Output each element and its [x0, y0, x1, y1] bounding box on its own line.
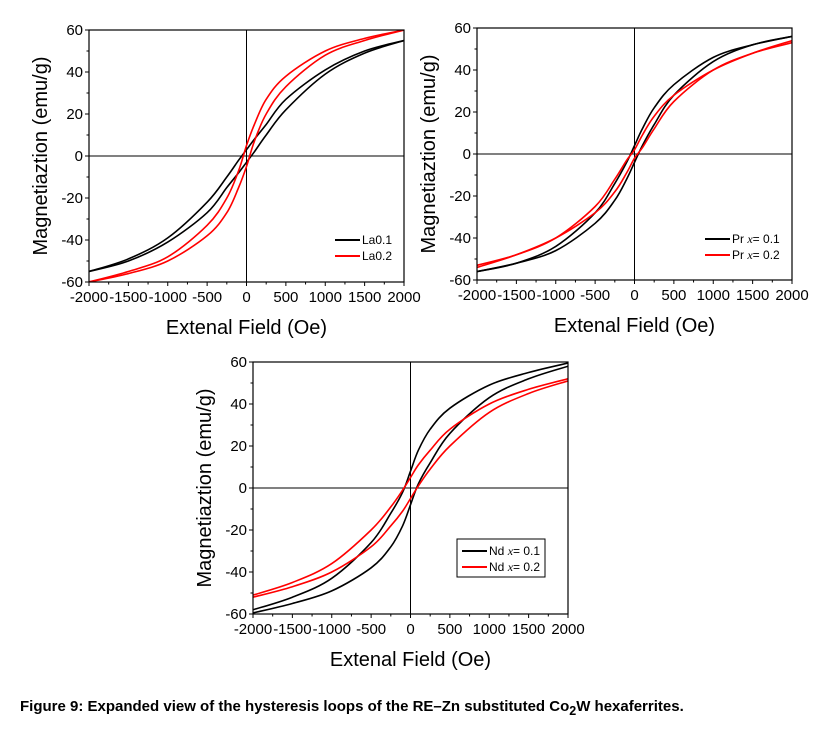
legend-label-1: Pr x= 0.1: [732, 232, 780, 246]
series-1-descending-branch: [89, 39, 404, 273]
chart-2: -2000 -1500 -1000 -500 0 500 1000 1500 2000 -60 -4…: [418, 20, 809, 337]
caption-text: Figure 9: Expanded view of the hysteresi…: [20, 698, 570, 715]
x-tick-label: 0: [242, 289, 250, 306]
series-2-ascending-branch: [477, 41, 792, 269]
legend-label-variable: x: [746, 248, 753, 262]
y-tick-label: -20: [449, 188, 471, 205]
series-2-descending-branch: [89, 30, 404, 282]
series-1-ascending-branch: [89, 39, 404, 273]
x-axis-title: Extenal Field (Oe): [554, 315, 715, 337]
x-tick-label: -500: [356, 621, 386, 638]
series-2-ascending-branch: [89, 30, 404, 282]
legend-label-2: La0.2: [362, 249, 392, 263]
legend-label-variable: x: [507, 560, 514, 574]
legend-box: [456, 538, 546, 578]
x-tick-label: 1000: [473, 621, 506, 638]
series-1-descending-branch: [477, 35, 792, 273]
y-axis-title: Magnetiaztion (emu/g): [418, 55, 440, 254]
x-tick-label: 1000: [309, 289, 342, 306]
y-axis-title: Magnetiaztion (emu/g): [194, 389, 216, 588]
x-tick-label: -1500: [497, 287, 535, 304]
x-tick-label: 1500: [348, 289, 381, 306]
x-tick-label: 1000: [697, 287, 730, 304]
y-tick-label: -40: [61, 232, 83, 249]
figure-caption: Figure 9: Expanded view of the hysteresi…: [20, 698, 684, 718]
chart-3: -2000 -1500 -1000 -500 0 500 1000 1500 2000 -60 -4…: [194, 354, 585, 671]
x-tick-label: 0: [630, 287, 638, 304]
legend-label-2: Pr x= 0.2: [732, 248, 780, 262]
x-tick-label: 500: [661, 287, 686, 304]
legend-label-1: La0.1: [362, 233, 392, 247]
y-tick-label: 20: [230, 438, 247, 455]
x-tick-label: 2000: [775, 287, 808, 304]
legend-label-prefix: La0.2: [362, 249, 392, 263]
y-tick-label: 0: [239, 480, 247, 497]
caption-text-end: W hexaferrites.: [576, 698, 684, 715]
y-tick-label: 40: [230, 396, 247, 413]
legend-label-suffix: = 0.2: [753, 248, 780, 262]
y-tick-label: 60: [454, 20, 471, 37]
y-tick-label: 20: [454, 104, 471, 121]
y-tick-label: -40: [225, 564, 247, 581]
series-2-ascending-branch: [253, 380, 568, 598]
y-tick-label: 60: [230, 354, 247, 371]
legend-label-1: Nd x= 0.1: [489, 544, 540, 558]
x-tick-label: -1000: [149, 289, 187, 306]
legend-label-prefix: Nd: [489, 544, 508, 558]
legend-label-prefix: Pr: [732, 248, 747, 262]
legend-label-suffix: = 0.1: [753, 232, 780, 246]
x-tick-label: 2000: [551, 621, 584, 638]
x-tick-label: -500: [580, 287, 610, 304]
x-tick-label: 1500: [736, 287, 769, 304]
caption-subscript: 2: [569, 704, 577, 718]
y-tick-label: 20: [66, 106, 83, 123]
legend-label-suffix: = 0.2: [513, 560, 540, 574]
legend: La0.1 La0.2: [335, 233, 392, 263]
legend-label-prefix: La0.1: [362, 233, 392, 247]
y-axis-title: Magnetiaztion (emu/g): [30, 57, 52, 256]
y-tick-label: -60: [225, 606, 247, 623]
y-tick-label: -60: [61, 274, 83, 291]
legend-label-variable: x: [507, 544, 514, 558]
legend: Nd x= 0.1Nd x= 0.2: [456, 538, 546, 578]
y-tick-label: 40: [66, 64, 83, 81]
legend-label-2: Nd x= 0.2: [489, 560, 540, 574]
series-2-descending-branch: [253, 378, 568, 596]
x-tick-label: -1500: [109, 289, 147, 306]
y-tick-label: 60: [66, 22, 83, 39]
y-tick-label: -20: [61, 190, 83, 207]
x-tick-label: -1000: [313, 621, 351, 638]
x-axis-title: Extenal Field (Oe): [330, 649, 491, 671]
x-tick-label: -1500: [273, 621, 311, 638]
y-tick-label: 0: [463, 146, 471, 163]
y-tick-label: -40: [449, 230, 471, 247]
y-tick-label: -60: [449, 272, 471, 289]
series-1-ascending-branch: [253, 365, 568, 614]
x-tick-label: -2000: [458, 287, 496, 304]
x-tick-label: 500: [273, 289, 298, 306]
x-tick-label: 1500: [512, 621, 545, 638]
x-tick-label: -500: [192, 289, 222, 306]
x-tick-label: -2000: [70, 289, 108, 306]
chart-1: -2000 -1500 -1000 -500 0 500 1000 1500 2000 -60 -4…: [30, 22, 421, 339]
y-tick-label: 0: [75, 148, 83, 165]
x-tick-label: 2000: [387, 289, 420, 306]
x-tick-label: 0: [406, 621, 414, 638]
x-axis-title: Extenal Field (Oe): [166, 317, 327, 339]
legend: Pr x= 0.1Pr x= 0.2: [705, 232, 780, 262]
y-tick-label: 40: [454, 62, 471, 79]
y-tick-label: -20: [225, 522, 247, 539]
series-1-ascending-branch: [477, 35, 792, 273]
x-tick-label: -1000: [537, 287, 575, 304]
legend-label-variable: x: [746, 232, 753, 246]
legend-label-prefix: Nd: [489, 560, 508, 574]
series-1-descending-branch: [253, 362, 568, 611]
x-tick-label: -2000: [234, 621, 272, 638]
x-tick-label: 500: [437, 621, 462, 638]
legend-label-suffix: = 0.1: [513, 544, 540, 558]
legend-label-prefix: Pr: [732, 232, 747, 246]
